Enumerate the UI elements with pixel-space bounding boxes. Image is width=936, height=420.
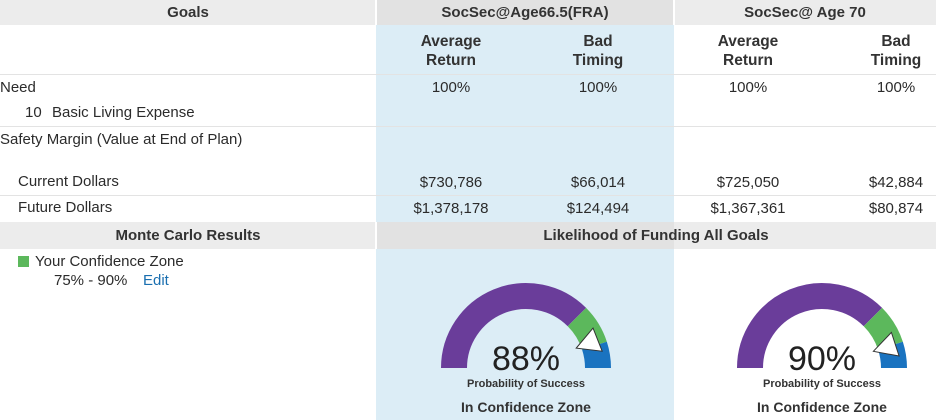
header-band bbox=[0, 0, 936, 25]
future-dollars-label: Future Dollars bbox=[18, 199, 113, 216]
row-divider-need bbox=[0, 74, 936, 75]
current-value-s2-avg: $725,050 bbox=[716, 174, 780, 191]
current-dollars-label: Current Dollars bbox=[18, 173, 119, 190]
confidence-zone-label: Your Confidence Zone bbox=[35, 253, 184, 270]
current-value-s1-bad: $66,014 bbox=[570, 174, 626, 191]
s1-bad-timing-header: Bad Timing bbox=[538, 32, 658, 70]
s2-average-return-header: Average Return bbox=[688, 32, 808, 70]
need-value-s1-bad: 100% bbox=[578, 79, 618, 96]
gauge2-status: In Confidence Zone bbox=[757, 399, 887, 415]
likelihood-title: Likelihood of Funding All Goals bbox=[543, 227, 769, 244]
gauge1-status: In Confidence Zone bbox=[461, 399, 591, 415]
gauge2-purple-arc bbox=[737, 283, 883, 369]
s2-bad-line2: Timing bbox=[870, 52, 922, 69]
row-divider-future bbox=[0, 195, 936, 196]
mid-band-divider bbox=[375, 222, 377, 249]
s1-bad-line2: Timing bbox=[572, 52, 624, 69]
gauge2-probability-label: Probability of Success bbox=[763, 378, 881, 390]
gauge1-purple-arc bbox=[441, 283, 587, 369]
header-divider-2 bbox=[673, 0, 675, 25]
basic-living-expense-priority: 10 bbox=[25, 104, 42, 121]
s2-bad-line1: Bad bbox=[881, 33, 911, 50]
header-band-highlight bbox=[376, 0, 674, 25]
gauge-scenario2-arc bbox=[737, 283, 908, 369]
gauge-scenario2 bbox=[734, 278, 910, 378]
s2-avg-line2: Return bbox=[723, 52, 773, 69]
row-divider-safety bbox=[0, 126, 936, 127]
current-value-s2-bad: $42,884 bbox=[868, 174, 924, 191]
gauge-scenario1-arc bbox=[441, 283, 612, 369]
future-value-s1-bad: $124,494 bbox=[566, 200, 630, 217]
future-value-s2-bad: $80,874 bbox=[868, 200, 924, 217]
s1-average-return-header: Average Return bbox=[391, 32, 511, 70]
gauge1-percent: 88% bbox=[491, 340, 561, 378]
need-label: Need bbox=[0, 79, 36, 96]
need-value-s1-avg: 100% bbox=[431, 79, 471, 96]
scenario1-header: SocSec@Age66.5(FRA) bbox=[441, 4, 609, 21]
highlighted-scenario-column bbox=[376, 0, 674, 420]
s1-avg-line2: Return bbox=[426, 52, 476, 69]
monte-carlo-band bbox=[0, 222, 936, 249]
current-value-s1-avg: $730,786 bbox=[419, 174, 483, 191]
s2-avg-line1: Average bbox=[717, 33, 779, 50]
goals-header: Goals bbox=[167, 4, 209, 21]
future-value-s1-avg: $1,378,178 bbox=[413, 200, 489, 217]
gauge1-pointer bbox=[575, 327, 603, 352]
confidence-zone-range: 75% - 90% bbox=[54, 272, 128, 289]
need-value-s2-bad: 100% bbox=[876, 79, 916, 96]
gauge-scenario1 bbox=[438, 278, 614, 378]
header-divider-1 bbox=[375, 0, 377, 25]
monte-carlo-title: Monte Carlo Results bbox=[115, 227, 261, 244]
s2-bad-timing-header: Bad Timing bbox=[836, 32, 936, 70]
future-value-s2-avg: $1,367,361 bbox=[710, 200, 786, 217]
s1-bad-line1: Bad bbox=[583, 33, 613, 50]
need-value-s2-avg: 100% bbox=[728, 79, 768, 96]
edit-confidence-zone-link[interactable]: Edit bbox=[143, 272, 169, 289]
basic-living-expense-label: Basic Living Expense bbox=[52, 104, 195, 121]
gauge2-pointer bbox=[872, 331, 900, 357]
gauge1-probability-label: Probability of Success bbox=[467, 378, 585, 390]
gauge2-percent: 90% bbox=[787, 340, 857, 378]
monte-carlo-band-highlight bbox=[376, 222, 674, 249]
safety-margin-label: Safety Margin (Value at End of Plan) bbox=[0, 131, 243, 148]
s1-avg-line1: Average bbox=[420, 33, 482, 50]
scenario2-header: SocSec@ Age 70 bbox=[744, 4, 866, 21]
confidence-zone-swatch bbox=[18, 256, 29, 267]
